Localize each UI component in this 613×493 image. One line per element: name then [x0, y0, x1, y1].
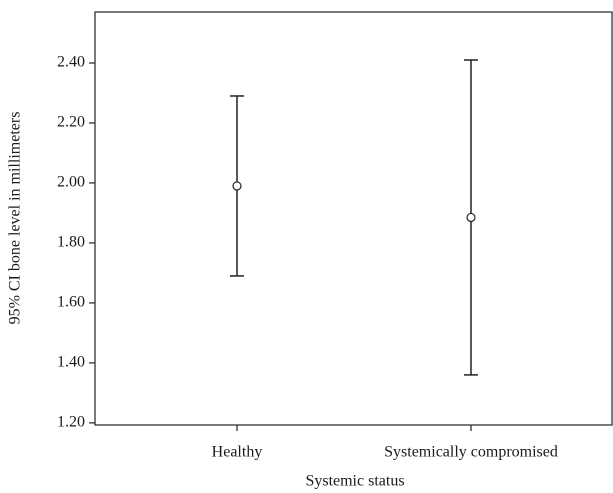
x-tick-label: Systemically compromised — [384, 444, 558, 461]
y-tick-label: 2.00 — [57, 174, 85, 191]
x-axis-label: Systemic status — [305, 473, 404, 490]
y-tick-label: 1.40 — [57, 354, 85, 371]
y-axis-label: 95% CI bone level in millimeters — [7, 112, 24, 325]
mean-marker — [232, 181, 242, 191]
x-tick-label: Healthy — [212, 444, 263, 461]
y-tick-label: 2.20 — [57, 114, 85, 131]
y-tick-label: 1.60 — [57, 294, 85, 311]
plot-frame — [94, 11, 613, 426]
y-tick-label: 2.40 — [57, 54, 85, 71]
y-tick-label: 1.80 — [57, 234, 85, 251]
y-tick-label: 1.20 — [57, 414, 85, 431]
mean-marker — [466, 212, 476, 223]
